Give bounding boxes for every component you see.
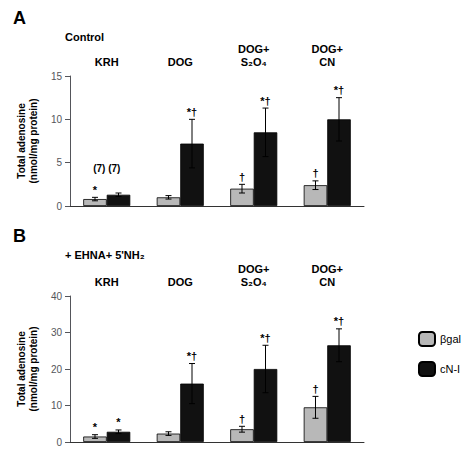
svg-text:*†: *† xyxy=(260,95,270,107)
svg-text:†: † xyxy=(312,383,318,395)
svg-text:CN: CN xyxy=(319,276,335,288)
svg-text:βgal: βgal xyxy=(440,333,461,345)
svg-text:*†: *† xyxy=(334,315,344,327)
svg-text:KRH: KRH xyxy=(95,56,119,68)
svg-text:†: † xyxy=(239,171,245,183)
svg-text:*†: *† xyxy=(187,106,197,118)
svg-text:DOG: DOG xyxy=(168,276,193,288)
svg-text:CN: CN xyxy=(319,56,335,68)
svg-text:S₂O₄: S₂O₄ xyxy=(241,56,267,68)
svg-text:cN-I: cN-I xyxy=(440,363,460,375)
svg-text:30: 30 xyxy=(51,327,63,338)
svg-text:*: * xyxy=(116,416,121,428)
svg-text:*†: *† xyxy=(334,84,344,96)
svg-text:KRH: KRH xyxy=(95,276,119,288)
svg-text:A: A xyxy=(13,8,26,28)
svg-text:DOG+: DOG+ xyxy=(238,43,269,55)
svg-text:†: † xyxy=(312,167,318,179)
svg-text:0: 0 xyxy=(56,437,62,448)
svg-text:Total adenosine: Total adenosine xyxy=(16,103,27,179)
svg-text:15: 15 xyxy=(51,71,63,82)
svg-text:5: 5 xyxy=(56,157,62,168)
svg-text:10: 10 xyxy=(51,114,63,125)
svg-text:*†: *† xyxy=(260,332,270,344)
svg-text:S₂O₄: S₂O₄ xyxy=(241,276,267,288)
svg-text:*: * xyxy=(93,184,98,196)
svg-text:*†: *† xyxy=(187,350,197,362)
svg-text:20: 20 xyxy=(51,364,63,375)
svg-text:DOG: DOG xyxy=(168,56,193,68)
svg-text:(7) (7): (7) (7) xyxy=(93,163,120,174)
svg-text:*: * xyxy=(93,421,98,433)
svg-text:†: † xyxy=(239,413,245,425)
svg-text:(nmol/mg protein): (nmol/mg protein) xyxy=(28,327,39,412)
svg-text:DOG+: DOG+ xyxy=(312,263,343,275)
svg-text:B: B xyxy=(13,226,26,246)
svg-text:10: 10 xyxy=(51,400,63,411)
svg-text:Control: Control xyxy=(65,31,104,43)
svg-text:40: 40 xyxy=(51,291,63,302)
svg-text:DOG+: DOG+ xyxy=(238,263,269,275)
svg-text:Total adenosine: Total adenosine xyxy=(16,331,27,407)
svg-text:(nmol/mg protein): (nmol/mg protein) xyxy=(28,99,39,184)
svg-text:DOG+: DOG+ xyxy=(312,43,343,55)
svg-text:0: 0 xyxy=(56,201,62,212)
svg-text:+ EHNA+ 5'NH₂: + EHNA+ 5'NH₂ xyxy=(65,249,145,261)
